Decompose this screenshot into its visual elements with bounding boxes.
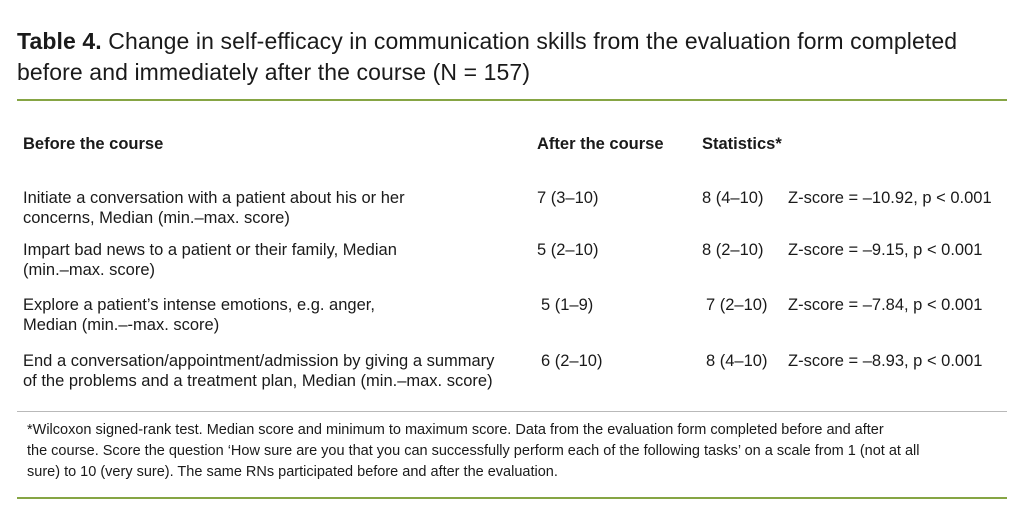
row-1-item-line1: Initiate a conversation with a patient a… [23,189,405,207]
row-1-item-line2: concerns, Median (min.–max. score) [23,209,290,227]
footnote-divider [17,411,1007,412]
row-1-before: 7 (3–10) [537,189,599,207]
footnote-line-1: *Wilcoxon signed-rank test. Median score… [27,422,884,438]
row-4-item-line2: of the problems and a treatment plan, Me… [23,372,493,390]
footnote-line-3: sure) to 10 (very sure). The same RNs pa… [27,464,558,480]
row-4-after: 8 (4–10) [706,352,768,370]
row-4-statistics: Z-score = –8.93, p < 0.001 [788,352,983,370]
row-2-item-line1: Impart bad news to a patient or their fa… [23,241,397,259]
table-label: Table 4. [17,28,102,54]
header-before-course: Before the course [23,135,164,153]
bottom-rule [17,497,1007,499]
row-2-item-line2: (min.–max. score) [23,261,156,279]
header-after-course: After the course [537,135,664,153]
table-caption: Table 4. Change in self-efficacy in comm… [17,26,1007,88]
row-3-item-line1: Explore a patient’s intense emotions, e.… [23,296,375,314]
table-title: Change in self-efficacy in communication… [17,28,958,85]
header-statistics: Statistics* [702,135,782,153]
row-3-item-line2: Median (min.–-max. score) [23,316,220,334]
row-2-after: 8 (2–10) [702,241,764,259]
row-1-item: Initiate a conversation with a patient a… [23,188,405,228]
row-2-statistics: Z-score = –9.15, p < 0.001 [788,241,983,259]
table-footnote: *Wilcoxon signed-rank test. Median score… [27,420,997,483]
row-1-after: 8 (4–10) [702,189,764,207]
footnote-line-2: the course. Score the question ‘How sure… [27,443,920,459]
row-3-after: 7 (2–10) [706,296,768,314]
row-3-before: 5 (1–9) [541,296,594,314]
row-4-item-line1: End a conversation/appointment/admission… [23,352,495,370]
row-3-statistics: Z-score = –7.84, p < 0.001 [788,296,983,314]
row-3-item: Explore a patient’s intense emotions, e.… [23,295,375,335]
row-2-before: 5 (2–10) [537,241,599,259]
row-1-statistics: Z-score = –10.92, p < 0.001 [788,189,992,207]
top-rule [17,99,1007,101]
row-4-item: End a conversation/appointment/admission… [23,351,494,391]
row-2-item: Impart bad news to a patient or their fa… [23,240,397,280]
row-4-before: 6 (2–10) [541,352,603,370]
